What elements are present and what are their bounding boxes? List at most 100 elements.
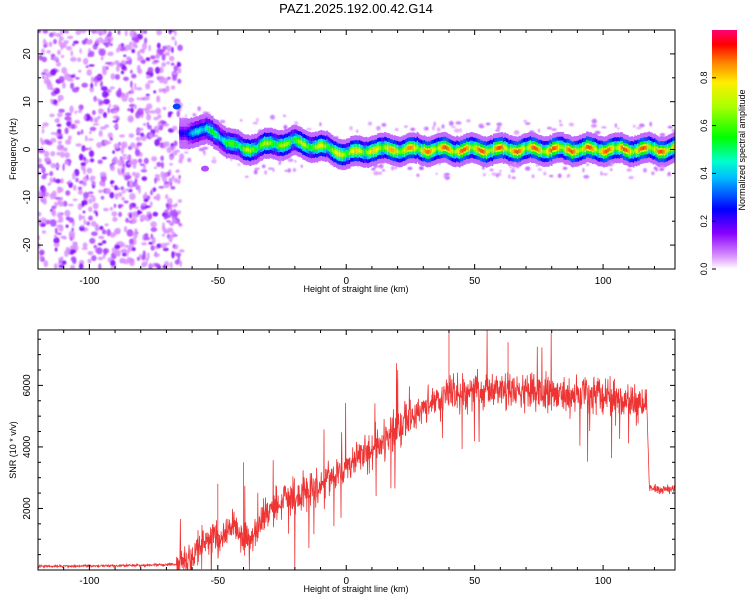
ridge-cell bbox=[249, 148, 252, 153]
noise-blob bbox=[177, 67, 182, 74]
noise-blob bbox=[43, 43, 47, 48]
noise-blob bbox=[131, 158, 138, 163]
ridge-cell bbox=[368, 150, 371, 154]
halo-blob bbox=[381, 123, 387, 127]
ridge-cell bbox=[314, 144, 317, 149]
ridge-cell bbox=[374, 148, 376, 153]
halo-blob bbox=[435, 172, 438, 175]
noise-blob bbox=[173, 140, 178, 147]
noise-blob bbox=[147, 67, 154, 74]
ridge-cell bbox=[367, 150, 369, 155]
noise-blob bbox=[137, 129, 141, 135]
ridge-cell bbox=[556, 145, 559, 150]
noise-blob bbox=[166, 146, 173, 153]
ridge-cell bbox=[251, 147, 254, 152]
noise-blob bbox=[150, 245, 155, 251]
halo-blob bbox=[496, 172, 502, 177]
ridge-cell bbox=[666, 148, 669, 153]
halo-blob bbox=[187, 157, 192, 163]
noise-blob bbox=[74, 110, 78, 115]
ridge-cell bbox=[194, 129, 197, 134]
ridge-cell bbox=[279, 143, 282, 148]
ridge-cell bbox=[225, 141, 228, 146]
noise-blob bbox=[41, 126, 45, 129]
ridge-cell bbox=[303, 142, 306, 147]
noise-blob bbox=[118, 211, 122, 217]
halo-blob bbox=[407, 166, 413, 170]
noise-blob bbox=[88, 198, 93, 204]
ridge-cell bbox=[548, 149, 550, 154]
ridge-cell bbox=[655, 148, 658, 152]
noise-blob bbox=[122, 259, 130, 265]
noise-blob bbox=[124, 244, 129, 248]
ridge-cell bbox=[437, 146, 440, 150]
halo-blob bbox=[568, 122, 575, 127]
noise-blob bbox=[107, 107, 110, 114]
noise-blob bbox=[89, 126, 97, 132]
noise-blob bbox=[129, 193, 136, 200]
ridge-cell bbox=[549, 148, 552, 152]
noise-blob bbox=[169, 55, 175, 62]
noise-blob bbox=[99, 180, 104, 187]
noise-blob bbox=[121, 190, 126, 194]
ridge-cell bbox=[525, 146, 528, 151]
ridge-cell bbox=[208, 127, 211, 132]
spectrogram-x-axis-label: Height of straight line (km) bbox=[303, 284, 408, 294]
noise-blob bbox=[104, 223, 109, 227]
halo-blob bbox=[202, 146, 209, 150]
ridge-cell bbox=[426, 150, 429, 155]
noise-blob bbox=[77, 57, 82, 63]
ridge-cell bbox=[597, 149, 600, 153]
halo-blob bbox=[667, 172, 671, 176]
noise-blob bbox=[111, 211, 118, 217]
noise-blob bbox=[78, 263, 84, 269]
ridge-cell bbox=[601, 149, 604, 154]
noise-blob bbox=[168, 177, 173, 183]
noise-blob bbox=[154, 166, 157, 170]
ridge-cell bbox=[337, 152, 340, 156]
y-tick-label: 10 bbox=[22, 96, 33, 108]
ridge-cell bbox=[480, 148, 482, 153]
noise-blob bbox=[148, 133, 153, 139]
ridge-cell bbox=[402, 148, 405, 153]
ridge-cell bbox=[573, 149, 576, 154]
ridge-cell bbox=[500, 145, 502, 150]
x-tick-label: 100 bbox=[595, 276, 612, 287]
ridge-cell bbox=[590, 145, 593, 150]
ridge-cell bbox=[519, 149, 522, 153]
noise-blob bbox=[160, 155, 164, 162]
noise-blob bbox=[85, 65, 89, 68]
halo-blob bbox=[278, 158, 282, 164]
noise-blob bbox=[130, 142, 136, 149]
ridge-cell bbox=[526, 146, 529, 150]
noise-blob bbox=[64, 127, 69, 135]
ridge-cell bbox=[361, 149, 364, 154]
noise-blob bbox=[145, 57, 150, 61]
noise-blob bbox=[146, 113, 152, 121]
noise-blob bbox=[135, 111, 141, 119]
ridge-cell bbox=[245, 148, 248, 152]
noise-blob bbox=[112, 216, 118, 222]
noise-blob bbox=[80, 162, 87, 167]
ridge-cell bbox=[272, 142, 275, 147]
noise-blob bbox=[50, 87, 56, 91]
noise-blob bbox=[95, 211, 99, 217]
ridge-cell bbox=[461, 149, 464, 153]
noise-blob bbox=[131, 86, 134, 94]
ridge-cell bbox=[642, 146, 645, 150]
noise-blob bbox=[124, 188, 130, 191]
ridge-cell bbox=[427, 149, 430, 154]
noise-blob bbox=[171, 251, 175, 259]
ridge-cell bbox=[399, 150, 402, 154]
halo-blob bbox=[433, 121, 436, 127]
halo-blob bbox=[632, 124, 636, 128]
ridge-cell bbox=[572, 150, 574, 155]
noise-blob bbox=[89, 50, 95, 58]
halo-blob bbox=[436, 127, 441, 132]
halo-blob bbox=[373, 171, 380, 176]
noise-blob bbox=[143, 157, 149, 164]
noise-blob bbox=[89, 86, 94, 93]
ridge-cell bbox=[216, 133, 218, 137]
noise-blob bbox=[121, 168, 125, 175]
